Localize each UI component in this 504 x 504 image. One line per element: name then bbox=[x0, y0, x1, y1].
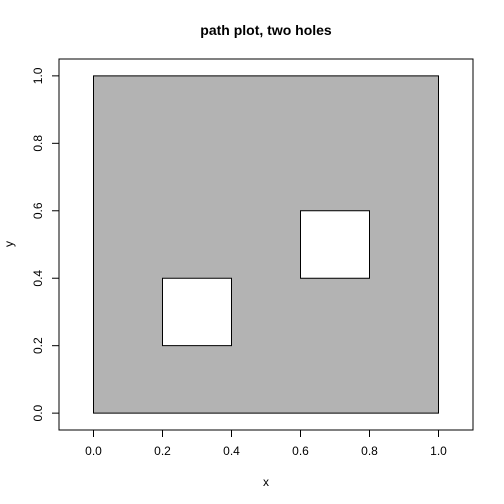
x-tick-label: 0.4 bbox=[223, 444, 240, 458]
y-axis-label: y bbox=[2, 241, 16, 247]
plot-shapes bbox=[93, 75, 439, 414]
y-tick-label: 0.0 bbox=[31, 404, 45, 421]
x-tick-label: 1.0 bbox=[430, 444, 447, 458]
y-tick-label: 0.4 bbox=[31, 270, 45, 287]
x-tick-label: 0.8 bbox=[361, 444, 378, 458]
x-axis-label: x bbox=[263, 475, 269, 489]
x-tick-label: 0.6 bbox=[292, 444, 309, 458]
y-tick-label: 0.6 bbox=[31, 202, 45, 219]
y-tick-label: 0.2 bbox=[31, 337, 45, 354]
y-axis: 0.0 0.2 0.4 0.6 0.8 1.0 bbox=[31, 67, 60, 421]
x-axis: 0.0 0.2 0.4 0.6 0.8 1.0 bbox=[85, 429, 447, 458]
x-tick-label: 0.0 bbox=[85, 444, 102, 458]
y-tick-label: 0.8 bbox=[31, 135, 45, 152]
y-tick-label: 1.0 bbox=[31, 67, 45, 84]
chart-title: path plot, two holes bbox=[200, 22, 332, 38]
x-tick-label: 0.2 bbox=[154, 444, 171, 458]
filled-region bbox=[93, 75, 439, 414]
